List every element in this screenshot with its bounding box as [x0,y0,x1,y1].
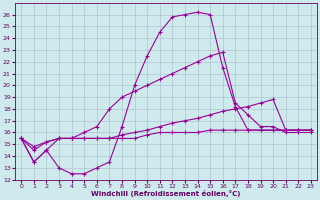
X-axis label: Windchill (Refroidissement éolien,°C): Windchill (Refroidissement éolien,°C) [92,190,241,197]
